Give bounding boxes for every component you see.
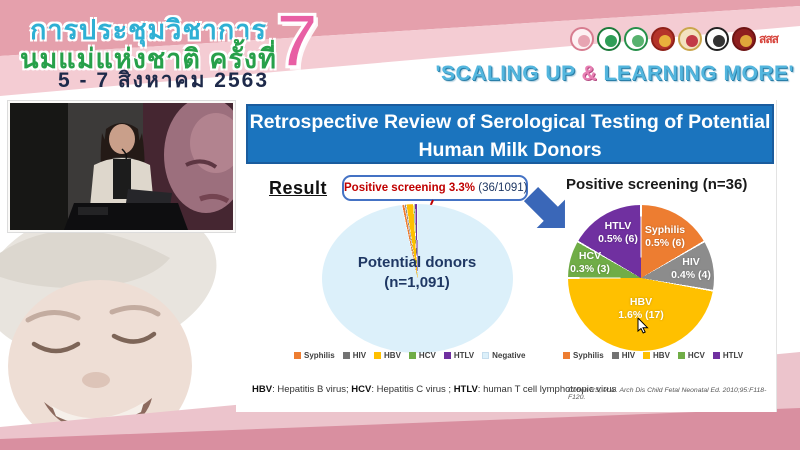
legend-swatch-hbv: [643, 352, 651, 359]
logo-royal-crest: [678, 27, 702, 51]
logo-green-public-health-seal-inner: [632, 35, 644, 47]
mouse-cursor-icon: [637, 318, 649, 334]
legend-pie2: Syphilis HIV HBV HCV HTLV: [563, 351, 743, 360]
legend-item-htlv: HTLV: [712, 351, 743, 360]
logo-mother-child: [570, 27, 594, 51]
pie-chart-potential-donors: [322, 204, 513, 353]
logo-red-gold-emblem: [651, 27, 675, 51]
slide-title-banner: Retrospective Review of Serological Test…: [246, 104, 774, 164]
legend-swatch-htlv: [712, 352, 720, 359]
logo-red-gold-emblem-inner: [659, 35, 671, 47]
callout-detail: (36/1091): [475, 182, 528, 194]
footnote-abbr-htlv: HTLV: [453, 384, 478, 395]
congress-slogan: 'SCALING UP & LEARNING MORE': [436, 62, 794, 86]
logo-black-round-emblem: [705, 27, 729, 51]
logo-mother-child-inner: [578, 35, 590, 47]
logo-royal-crest-inner: [686, 35, 698, 47]
abbreviation-footnote: HBV: Hepatitis B virus; HCV: Hepatitis C…: [252, 384, 616, 395]
logo-green-medical-seal-inner: [605, 35, 617, 47]
legend-pie1: Syphilis HIV HBV HCV HTLV Negative: [294, 351, 525, 360]
presenter-video-frame: [10, 103, 233, 230]
legend-item-syphilis: Syphilis: [294, 351, 335, 360]
positive-screening-callout: Positive screening 3.3% (36/1091): [342, 175, 528, 201]
legend-swatch-syphilis: [563, 352, 570, 359]
footnote-abbr-hcv: HCV: [351, 384, 372, 395]
footnote-text-1: : Hepatitis B virus;: [272, 384, 352, 395]
footnote-text-2: : Hepatitis C virus ;: [371, 384, 454, 395]
baby-background-image: [0, 228, 217, 450]
legend-swatch-hcv: [408, 352, 416, 359]
legend-item-hiv: HIV: [342, 351, 366, 360]
pie1-center-label: Potential donors (n=1,091): [337, 253, 497, 292]
legend-item-hbv: HBV: [374, 351, 401, 360]
congress-title-line1: การประชุมวิชาการ: [30, 15, 267, 45]
pie-slice-label-syphilis: Syphilis 0.5% (6): [644, 224, 686, 250]
logo-thaihealth: สสส: [759, 32, 779, 46]
footnote-abbr-hbv: HBV: [252, 384, 273, 395]
legend-swatch-syphilis: [294, 352, 301, 359]
legend-item-hcv: HCV: [408, 351, 436, 360]
slogan-pre: 'SCALING UP: [435, 62, 582, 85]
legend-item-htlv: HTLV: [443, 351, 474, 360]
result-label: Result: [269, 178, 328, 198]
legend-swatch-hiv: [342, 352, 350, 359]
legend-swatch-hiv: [611, 352, 619, 359]
logo-black-round-emblem-inner: [713, 35, 725, 47]
congress-dates: 5 - 7 สิงหาคม 2563: [58, 69, 270, 92]
legend-item-hbv: HBV: [643, 351, 670, 360]
pie1-label-line2: (n=1,091): [384, 273, 450, 291]
slogan-post: LEARNING MORE': [597, 62, 794, 85]
footnote-text-3: : human T cell lymphotropic virus: [477, 384, 617, 395]
logo-green-medical-seal: [597, 27, 621, 51]
slogan-ampersand: &: [581, 62, 598, 85]
legend-item-syphilis: Syphilis: [563, 351, 604, 360]
legend-item-negative: Negative: [482, 351, 525, 360]
congress-title-line2: นมแม่แห่งชาติ ครั้งที่: [20, 44, 277, 74]
legend-swatch-negative: [482, 352, 490, 359]
callout-highlight: Positive screening 3.3%: [344, 182, 476, 194]
legend-swatch-htlv: [443, 352, 451, 359]
sponsor-logo-row: สสส: [570, 27, 779, 51]
legend-item-hiv: HIV: [611, 351, 635, 360]
pie2-title: Positive screening (n=36): [566, 176, 748, 193]
pie-slice-label-htlv: HTLV 0.5% (6): [598, 220, 638, 246]
presenter-video-panel: [8, 101, 235, 232]
logo-dark-red-round-emblem: [732, 27, 756, 51]
edition-number: 7: [274, 0, 319, 86]
legend-item-hcv: HCV: [677, 351, 705, 360]
pie-slice-label-hiv: HIV 0.4% (4): [671, 256, 711, 282]
presentation-slide: Retrospective Review of Serological Test…: [236, 100, 777, 412]
legend-swatch-hbv: [374, 352, 382, 359]
pie1-label-line1: Potential donors: [357, 254, 477, 271]
logo-green-public-health-seal: [624, 27, 648, 51]
citation-text: Cohen RS, et al. Arch Dis Child Fetal Ne…: [568, 387, 767, 401]
pie-slice-label-hbv: HBV 1.6% (17): [618, 296, 664, 322]
legend-swatch-hcv: [677, 352, 685, 359]
arrow-right-down-icon: [523, 186, 565, 228]
pie-slice-label-hcv: HCV 0.3% (3): [570, 250, 610, 276]
logo-dark-red-round-emblem-inner: [740, 35, 752, 47]
